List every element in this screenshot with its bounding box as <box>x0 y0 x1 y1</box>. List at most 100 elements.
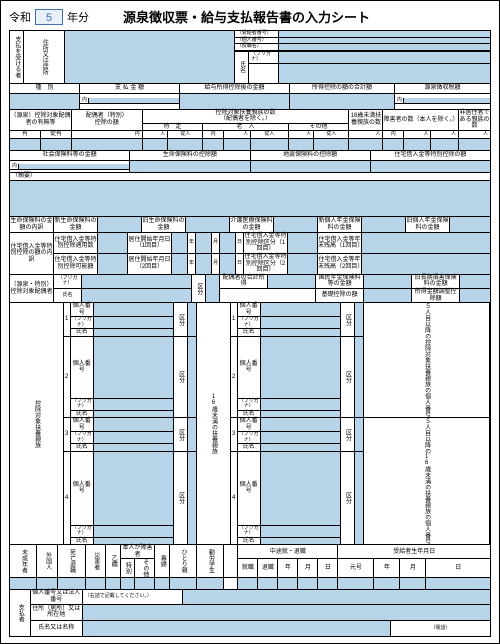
f-shiharai[interactable] <box>88 98 179 104</box>
f-umy4[interactable] <box>260 452 340 526</box>
f-kyuyo[interactable] <box>180 93 290 109</box>
f-dn1[interactable] <box>93 329 173 337</box>
f-uk1[interactable] <box>354 303 363 337</box>
f-sgetsu[interactable] <box>400 578 426 590</box>
f-otsu[interactable] <box>106 578 120 590</box>
f-uk3[interactable] <box>354 418 363 452</box>
f-hy2[interactable] <box>172 254 188 275</box>
f-un2[interactable] <box>260 410 340 418</box>
f-ins3[interactable] <box>250 161 370 173</box>
f-juu[interactable] <box>41 139 72 151</box>
f-hy1[interactable] <box>172 233 188 254</box>
f-df2[interactable] <box>93 398 173 410</box>
f-dmy4[interactable] <box>93 452 173 526</box>
f-chi[interactable] <box>318 578 338 590</box>
f-snen[interactable] <box>374 578 400 590</box>
f-shotoku[interactable] <box>290 93 395 109</box>
f-uf4[interactable] <box>260 525 340 537</box>
f-tekiyo[interactable] <box>10 181 491 217</box>
f-kiso[interactable] <box>364 289 412 303</box>
f-uf2[interactable] <box>260 398 340 410</box>
f-umy3[interactable] <box>260 418 340 432</box>
f-dk4[interactable] <box>187 452 196 545</box>
f-un1[interactable] <box>260 329 340 337</box>
f-shu[interactable] <box>238 578 258 590</box>
f-sptot[interactable] <box>268 274 316 288</box>
f-msono[interactable] <box>134 578 155 590</box>
f-dk2[interactable] <box>187 337 196 418</box>
f-shi[interactable] <box>58 578 85 590</box>
f-gai[interactable] <box>37 578 58 590</box>
f-uf3[interactable] <box>260 432 340 444</box>
f-dmy1[interactable] <box>93 303 173 317</box>
f-dk3[interactable] <box>187 418 196 452</box>
f-lc5[interactable] <box>450 217 491 233</box>
f-cnen[interactable] <box>278 578 298 590</box>
f-spkok[interactable] <box>364 274 412 288</box>
f-r1[interactable] <box>203 139 223 151</box>
f-s2[interactable] <box>314 139 349 151</box>
f-d3[interactable] <box>431 139 459 151</box>
f-pmy[interactable] <box>182 590 490 604</box>
f-df1[interactable] <box>93 317 173 329</box>
f-d1[interactable] <box>383 139 404 151</box>
f-umy1[interactable] <box>260 303 340 317</box>
f-s1[interactable] <box>288 139 314 151</box>
f-hijo[interactable] <box>459 139 491 151</box>
f-gensen[interactable] <box>403 98 490 104</box>
f-u16[interactable] <box>349 139 383 151</box>
f-t1[interactable] <box>142 139 168 151</box>
f-hr2[interactable] <box>98 254 128 275</box>
f-shubetsu[interactable] <box>10 93 80 109</box>
f-gen[interactable] <box>338 578 374 590</box>
f-dmy2[interactable] <box>93 337 173 399</box>
f-hm2[interactable] <box>196 254 212 275</box>
f-r3[interactable] <box>251 139 289 151</box>
f-spnm[interactable] <box>82 289 192 303</box>
f-ins2[interactable] <box>130 161 250 173</box>
name-field[interactable] <box>278 63 490 83</box>
f-tai[interactable] <box>258 578 278 590</box>
f-spfuri[interactable] <box>82 274 192 288</box>
f-kafu[interactable] <box>155 578 169 590</box>
f-gojo2[interactable] <box>490 418 491 545</box>
f-hk2[interactable] <box>288 254 318 275</box>
f-hitori[interactable] <box>169 578 196 590</box>
addr-field[interactable] <box>64 31 234 84</box>
f-spkyu[interactable] <box>460 274 491 288</box>
f-kinrou[interactable] <box>197 578 224 590</box>
f-cgetsu[interactable] <box>298 578 318 590</box>
f-gojo1[interactable] <box>490 303 491 418</box>
f-lc3[interactable] <box>274 217 318 233</box>
f-hm1[interactable] <box>196 233 212 254</box>
f-paddr[interactable] <box>82 604 490 620</box>
f-hdd2[interactable] <box>220 254 236 275</box>
furi-field[interactable] <box>278 51 490 63</box>
f-ari[interactable] <box>10 139 41 151</box>
f-hz1[interactable] <box>362 233 491 254</box>
f-dn3[interactable] <box>93 444 173 452</box>
f-un3[interactable] <box>260 444 340 452</box>
f-spkbn[interactable] <box>206 274 220 302</box>
f-hk1[interactable] <box>288 233 318 254</box>
year-input[interactable]: 5 <box>35 9 63 25</box>
f-hr1[interactable] <box>98 233 128 254</box>
f-dk1[interactable] <box>187 303 196 337</box>
f-sai[interactable] <box>85 578 106 590</box>
f-df3[interactable] <box>93 432 173 444</box>
f-mtoku[interactable] <box>120 578 134 590</box>
f-r2[interactable] <box>223 139 250 151</box>
f-hd1[interactable] <box>220 233 236 254</box>
f-pname[interactable] <box>82 620 390 636</box>
f-hz2[interactable] <box>362 254 491 275</box>
f-t2[interactable] <box>168 139 203 151</box>
f-ins1[interactable] <box>18 164 129 170</box>
f-dmy3[interactable] <box>93 418 173 432</box>
f-min[interactable] <box>10 578 37 590</box>
f-d2[interactable] <box>404 139 431 151</box>
f-umy2[interactable] <box>260 337 340 399</box>
f-uk2[interactable] <box>354 337 363 418</box>
f-lc1[interactable] <box>98 217 142 233</box>
f-lc4[interactable] <box>362 217 406 233</box>
f-sho[interactable] <box>460 289 491 303</box>
